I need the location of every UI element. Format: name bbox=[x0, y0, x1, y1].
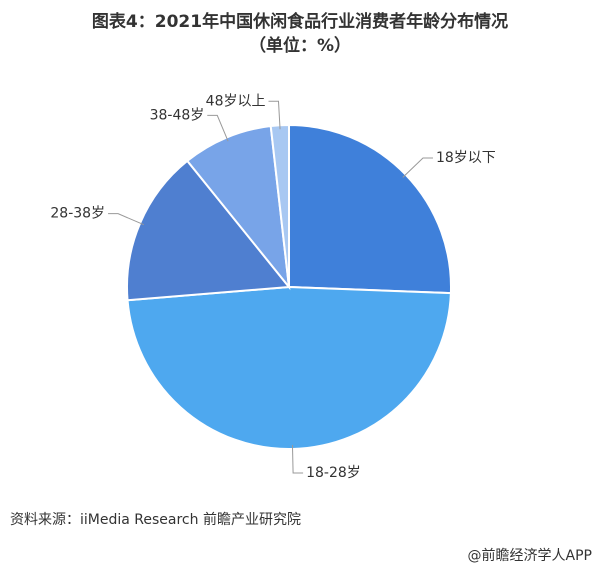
pie-slice bbox=[126, 285, 452, 450]
leader-line bbox=[402, 157, 433, 178]
chart-title: 图表4：2021年中国休闲食品行业消费者年龄分布情况 bbox=[92, 11, 508, 32]
source: 资料来源：iiMedia Research 前瞻产业研究院 bbox=[10, 511, 301, 528]
chart-subtitle: （单位：%） bbox=[249, 35, 351, 56]
leader-line bbox=[108, 213, 144, 226]
slice-label: 18岁以下 bbox=[436, 150, 496, 166]
slice-label: 28-38岁 bbox=[50, 206, 105, 222]
footer: @前瞻经济学人APP bbox=[468, 547, 592, 564]
leader-line bbox=[207, 114, 229, 142]
slice-label: 48岁以上 bbox=[206, 93, 266, 109]
slice-label: 38-48岁 bbox=[150, 107, 205, 123]
slice-label: 18-28岁 bbox=[306, 465, 361, 481]
leader-line bbox=[268, 100, 281, 130]
pie-slice bbox=[288, 123, 452, 295]
leader-line bbox=[291, 444, 304, 474]
